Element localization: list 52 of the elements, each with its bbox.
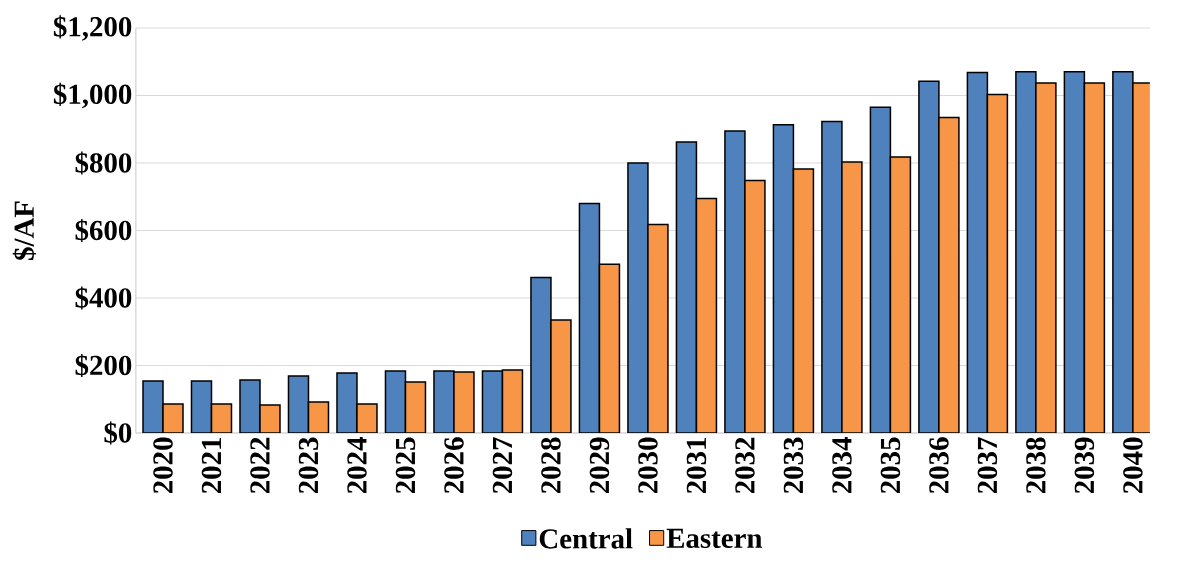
y-tick-label: $0 — [104, 421, 132, 445]
bar — [1063, 71, 1086, 433]
x-tick-label: 2037 — [977, 437, 998, 494]
bar — [501, 369, 524, 433]
x-tick-label: 2035 — [880, 437, 901, 494]
bar — [918, 80, 940, 433]
y-tick-label: $1,200 — [53, 15, 132, 41]
x-tick-label: 2023 — [298, 437, 319, 494]
x-tick-label: 2027 — [492, 437, 513, 494]
bar — [986, 93, 1009, 433]
x-tick-label: 2033 — [783, 437, 804, 494]
bar — [821, 120, 843, 433]
bar — [966, 71, 989, 433]
x-tick-label: 2021 — [201, 438, 222, 494]
bar — [869, 106, 892, 433]
bar — [792, 168, 815, 433]
bar — [578, 202, 601, 433]
x-tick-label: 2026 — [444, 437, 464, 494]
bar — [1083, 82, 1106, 433]
x-tick-label: 2025 — [395, 437, 416, 494]
y-axis-title: $/AF — [12, 201, 36, 260]
bar — [384, 370, 407, 433]
x-tick-label: 2034 — [832, 437, 852, 494]
legend-label: Central — [539, 528, 633, 549]
x-tick-label: 2024 — [347, 437, 367, 494]
legend-label: Eastern — [666, 528, 763, 549]
y-tick-label: $800 — [75, 151, 132, 175]
x-tick-label: 2020 — [153, 437, 173, 494]
bar — [598, 263, 621, 433]
y-tick-label: $1,000 — [53, 82, 132, 109]
bar — [772, 124, 795, 433]
y-tick-label: $600 — [75, 218, 132, 243]
y-tick-label: $200 — [75, 353, 132, 378]
bar — [695, 197, 718, 433]
bar — [889, 156, 912, 433]
x-tick-label: 2036 — [929, 437, 949, 494]
bar — [190, 380, 213, 433]
bar — [938, 116, 960, 433]
x-tick-label: 2032 — [735, 437, 755, 494]
bar — [675, 141, 698, 433]
y-tick-label: $400 — [75, 286, 132, 310]
x-tick-label: 2038 — [1026, 437, 1046, 494]
x-tick-label: 2030 — [638, 437, 658, 494]
x-tick-label: 2031 — [686, 438, 707, 494]
bar — [404, 381, 427, 433]
x-tick-label: 2040 — [1123, 437, 1143, 494]
x-tick-label: 2028 — [541, 437, 561, 494]
x-tick-label: 2029 — [589, 437, 610, 494]
bar — [481, 370, 504, 433]
bar — [287, 375, 310, 433]
x-tick-label: 2022 — [250, 437, 270, 494]
x-tick-label: 2039 — [1074, 437, 1095, 494]
